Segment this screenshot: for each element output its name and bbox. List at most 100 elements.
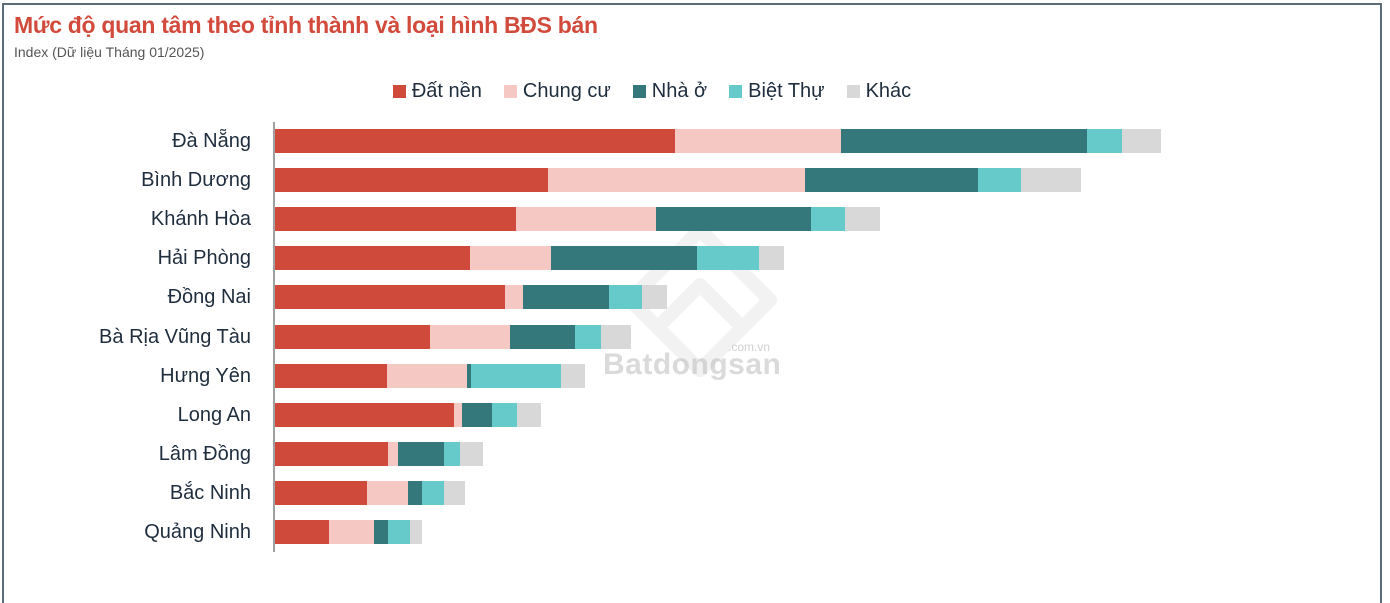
bar-segment[interactable] [471,363,561,388]
category-label: Quảng Ninh [144,521,251,543]
bar-segment[interactable] [548,168,805,193]
bar-segment[interactable] [398,441,444,466]
bar-segment[interactable] [367,480,409,505]
bar-segment[interactable] [386,363,467,388]
bar-segment[interactable] [978,168,1021,193]
bar-segment[interactable] [470,246,551,271]
bar-segment[interactable] [387,441,399,466]
bar-segment[interactable] [609,285,643,310]
bar-segment[interactable] [504,285,524,310]
stacked-bar [275,480,465,505]
bar-segment[interactable] [466,363,471,388]
bar-segment[interactable] [462,402,493,427]
bar-segment[interactable] [759,246,785,271]
stacked-bar [275,207,880,232]
bar-row: Hải Phòng [0,246,1390,271]
category-label: Bà Rịa Vũng Tàu [99,325,251,348]
bar-segment[interactable] [574,324,602,349]
bar-segment[interactable] [840,129,1088,153]
bar-segment[interactable] [387,520,410,544]
bar-segment[interactable] [275,363,387,388]
chart-title: Mức độ quan tâm theo tỉnh thành và loại … [14,12,598,38]
bar-row: Bắc Ninh [0,480,1390,505]
bar-segment[interactable] [675,129,841,153]
stacked-bar [275,129,1162,153]
chart-legend: Đất nền Chung cư Nhà ở Biệt Thự Khác [0,80,1304,103]
bar-segment[interactable] [492,402,518,427]
bar-segment[interactable] [460,441,484,466]
bar-segment[interactable] [560,363,585,388]
category-label: Hưng Yên [160,364,251,387]
plot-area: Đà Nẵng Bình Dương Khánh Hòa Hải Phòng Đồng … [0,122,1390,552]
bar-segment[interactable] [697,246,760,271]
bar-segment[interactable] [374,520,388,544]
legend-item[interactable]: Nhà ở [632,80,708,103]
bar-segment[interactable] [1020,168,1082,193]
stacked-bar [275,285,668,310]
stacked-bar [275,246,785,271]
legend-label: Đất nền [411,80,482,102]
bar-segment[interactable] [275,285,505,310]
bar-segment[interactable] [430,324,511,349]
bar-segment[interactable] [443,441,461,466]
bar-segment[interactable] [523,285,610,310]
category-label: Long An [177,403,251,426]
bar-segment[interactable] [1087,129,1123,153]
legend-item[interactable]: Đất nền [392,80,482,103]
bar-segment[interactable] [510,324,575,349]
bar-row: Bình Dương [0,168,1390,193]
bar-segment[interactable] [1122,129,1162,153]
stacked-bar [275,520,423,544]
bar-segment[interactable] [516,207,656,232]
stacked-bar [275,168,1082,193]
bar-segment[interactable] [275,324,431,349]
legend-swatch-icon [632,85,646,98]
chart-frame [2,3,1382,603]
stacked-bar [275,324,631,349]
legend-item[interactable]: Chung cư [503,80,611,103]
legend-swatch-icon [503,85,517,98]
bar-segment[interactable] [275,129,676,153]
category-label: Hải Phòng [157,247,251,270]
bar-segment[interactable] [454,402,463,427]
bar-segment[interactable] [275,246,471,271]
legend-item[interactable]: Khác [846,80,911,103]
category-label: Đà Nẵng [172,130,251,152]
bar-segment[interactable] [601,324,631,349]
bar-row: Đà Nẵng [0,129,1390,153]
bar-segment[interactable] [804,168,979,193]
legend-swatch-icon [846,85,860,98]
bar-segment[interactable] [444,480,465,505]
category-label: Khánh Hòa [150,208,251,231]
bar-row: Lâm Đồng [0,441,1390,466]
bar-segment[interactable] [642,285,668,310]
bar-row: Long An [0,402,1390,427]
category-label: Bắc Ninh [169,481,251,504]
bar-segment[interactable] [408,480,423,505]
bar-row: Quảng Ninh [0,520,1390,544]
bar-segment[interactable] [517,402,542,427]
bar-segment[interactable] [550,246,698,271]
bar-row: Đồng Nai [0,285,1390,310]
legend-label: Chung cư [522,80,611,102]
bar-segment[interactable] [329,520,375,544]
stacked-bar [275,402,542,427]
bar-segment[interactable] [655,207,811,232]
stacked-bar [275,363,585,388]
category-label: Bình Dương [141,169,251,192]
bar-segment[interactable] [409,520,423,544]
legend-label: Biệt Thự [748,80,825,102]
bar-segment[interactable] [275,168,549,193]
legend-swatch-icon [392,85,406,98]
legend-item[interactable]: Biệt Thự [729,80,825,103]
bar-segment[interactable] [422,480,445,505]
bar-segment[interactable] [845,207,880,232]
bar-segment[interactable] [275,520,330,544]
bar-segment[interactable] [275,402,455,427]
bar-segment[interactable] [275,480,368,505]
bar-segment[interactable] [275,441,388,466]
bar-segment[interactable] [275,207,517,232]
bar-row: Hưng Yên [0,363,1390,388]
legend-label: Nhà ở [651,80,708,102]
bar-segment[interactable] [810,207,846,232]
